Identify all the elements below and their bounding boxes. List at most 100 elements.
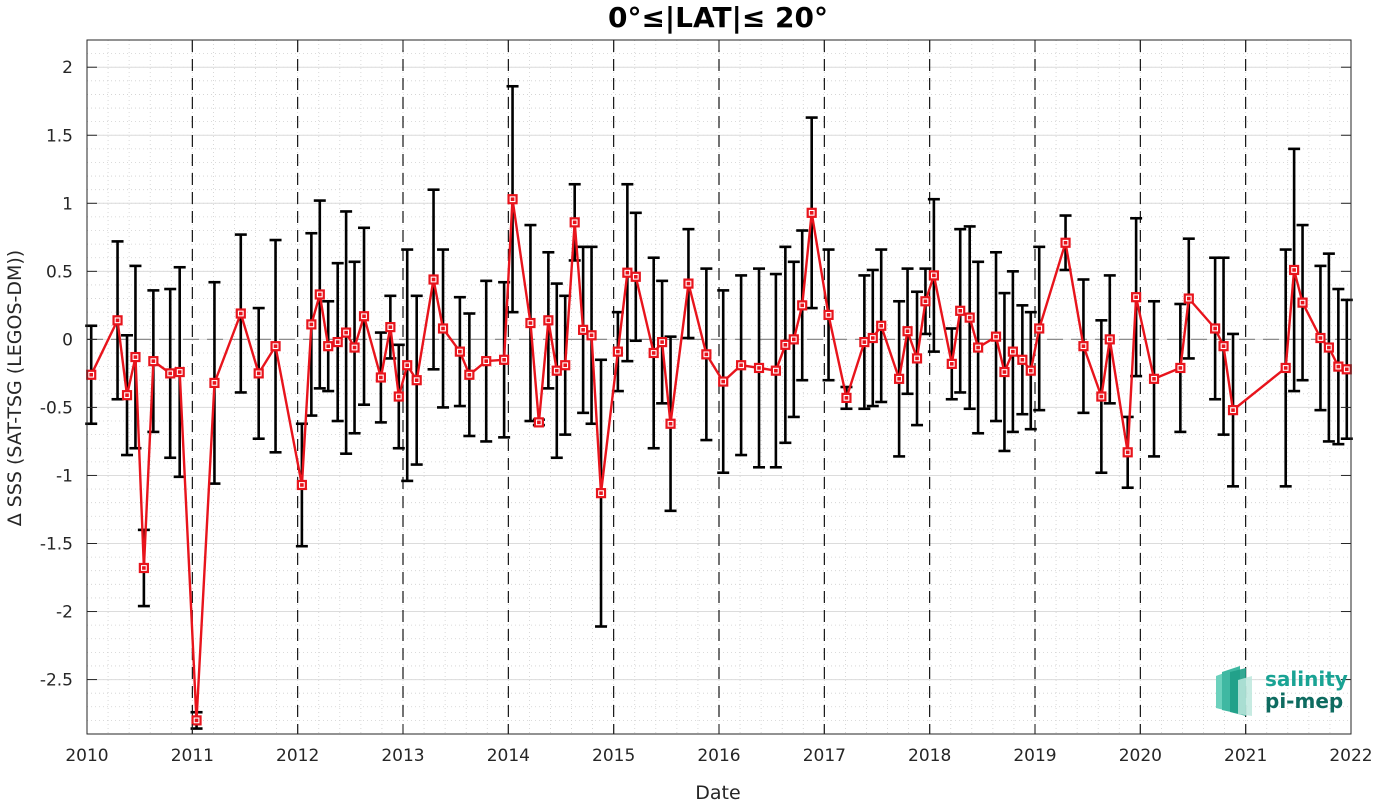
data-point-center bbox=[704, 352, 709, 357]
data-point-center bbox=[528, 321, 533, 325]
data-point-center bbox=[809, 211, 814, 215]
data-point-center bbox=[396, 394, 401, 399]
data-point-center bbox=[133, 355, 138, 359]
data-point-center bbox=[1327, 345, 1331, 350]
data-point-center bbox=[335, 340, 340, 344]
data-point-center bbox=[1037, 326, 1042, 331]
data-point-center bbox=[1336, 364, 1341, 369]
y-tick-label: -1 bbox=[56, 466, 73, 486]
data-point-center bbox=[1292, 268, 1296, 272]
data-point-center bbox=[1125, 450, 1130, 455]
data-point-center bbox=[783, 343, 788, 347]
y-tick-label: 0 bbox=[62, 330, 73, 350]
data-point-center bbox=[317, 292, 322, 297]
data-point-center bbox=[757, 366, 761, 370]
data-point-center bbox=[168, 371, 173, 376]
x-tick-label: 2011 bbox=[171, 746, 214, 766]
data-point-center bbox=[151, 359, 156, 363]
data-point-center bbox=[212, 381, 217, 385]
x-tick-label: 2016 bbox=[697, 746, 740, 766]
data-point-center bbox=[844, 396, 849, 400]
data-point-center bbox=[668, 421, 673, 426]
data-point-center bbox=[967, 315, 972, 320]
data-point-center bbox=[862, 340, 867, 344]
data-point-center bbox=[502, 357, 506, 362]
y-tick-label: -1.5 bbox=[40, 534, 73, 554]
data-point-center bbox=[414, 378, 419, 382]
data-point-center bbox=[1099, 394, 1104, 399]
data-point-center bbox=[879, 323, 884, 328]
data-point-center bbox=[309, 322, 314, 327]
data-point-center bbox=[273, 344, 278, 348]
data-point-center bbox=[1063, 240, 1068, 245]
data-point-center bbox=[1011, 349, 1015, 354]
data-markers bbox=[86, 194, 1352, 726]
data-point-center bbox=[625, 270, 630, 275]
data-point-center bbox=[1283, 366, 1288, 370]
data-point-center bbox=[949, 362, 954, 366]
data-point-center bbox=[89, 372, 94, 377]
data-point-center bbox=[362, 314, 366, 319]
chart-title: 0°≤|LAT|≤ 20° bbox=[608, 1, 828, 34]
x-tick-label: 2022 bbox=[1329, 746, 1372, 766]
data-point-center bbox=[405, 363, 410, 368]
axis-ticks bbox=[86, 40, 1352, 734]
data-point-center bbox=[905, 329, 910, 334]
data-point-center bbox=[616, 349, 620, 354]
y-tick-label: -2 bbox=[56, 603, 73, 623]
x-tick-label: 2018 bbox=[908, 746, 951, 766]
data-point-center bbox=[774, 368, 778, 373]
x-tick-label: 2020 bbox=[1119, 746, 1162, 766]
data-point-center bbox=[326, 344, 331, 348]
x-axis-label: Date bbox=[695, 782, 740, 801]
y-tick-labels: 2 1.5 1 0.5 0 -0.5 -1 -1.5 -2 -2.5 bbox=[40, 58, 73, 690]
data-point-center bbox=[388, 325, 393, 329]
data-point-center bbox=[1213, 326, 1217, 331]
data-point-center bbox=[599, 491, 603, 495]
salinity-pi-mep-logo: salinity pi-mep bbox=[1216, 666, 1348, 716]
data-point-center bbox=[1028, 368, 1033, 373]
data-point-center bbox=[177, 370, 182, 374]
logo-line-1: salinity bbox=[1265, 667, 1348, 691]
data-point-center bbox=[739, 363, 743, 368]
data-point-center bbox=[994, 334, 998, 339]
year-separator-lines bbox=[191, 40, 1247, 734]
x-tick-label: 2017 bbox=[803, 746, 846, 766]
y-tick-label: 0.5 bbox=[46, 262, 73, 282]
data-point-center bbox=[1020, 357, 1025, 362]
data-point-center bbox=[546, 318, 551, 323]
data-point-center bbox=[1002, 370, 1007, 374]
x-tick-label: 2021 bbox=[1224, 746, 1267, 766]
logo-line-2: pi-mep bbox=[1265, 689, 1343, 713]
data-point-center bbox=[115, 318, 120, 323]
wave-logo-icon bbox=[1216, 666, 1252, 716]
data-point-center bbox=[256, 371, 261, 376]
data-point-center bbox=[1178, 366, 1183, 370]
data-point-center bbox=[651, 351, 656, 355]
data-point-center bbox=[800, 303, 805, 308]
data-point-center bbox=[1081, 344, 1086, 348]
data-point-center bbox=[923, 299, 928, 304]
data-point-center bbox=[458, 349, 462, 354]
y-tick-label: 1.5 bbox=[46, 126, 73, 146]
data-point-center bbox=[441, 326, 445, 331]
data-point-center bbox=[300, 483, 304, 487]
data-point-center bbox=[915, 356, 919, 361]
data-point-center bbox=[1134, 295, 1138, 299]
x-tick-label: 2010 bbox=[65, 746, 108, 766]
data-point-center bbox=[1231, 408, 1235, 412]
data-point-center bbox=[1186, 296, 1191, 301]
data-point-center bbox=[563, 363, 568, 368]
y-tick-label: -0.5 bbox=[40, 398, 73, 418]
data-point-center bbox=[484, 359, 489, 363]
data-point-center bbox=[976, 345, 980, 350]
x-tick-label: 2019 bbox=[1013, 746, 1056, 766]
x-tick-label: 2013 bbox=[381, 746, 424, 766]
data-point-center bbox=[125, 393, 129, 397]
data-point-center bbox=[1107, 337, 1112, 342]
data-point-center bbox=[431, 277, 436, 282]
y-tick-label: -2.5 bbox=[40, 671, 73, 691]
data-point-center bbox=[721, 379, 726, 384]
